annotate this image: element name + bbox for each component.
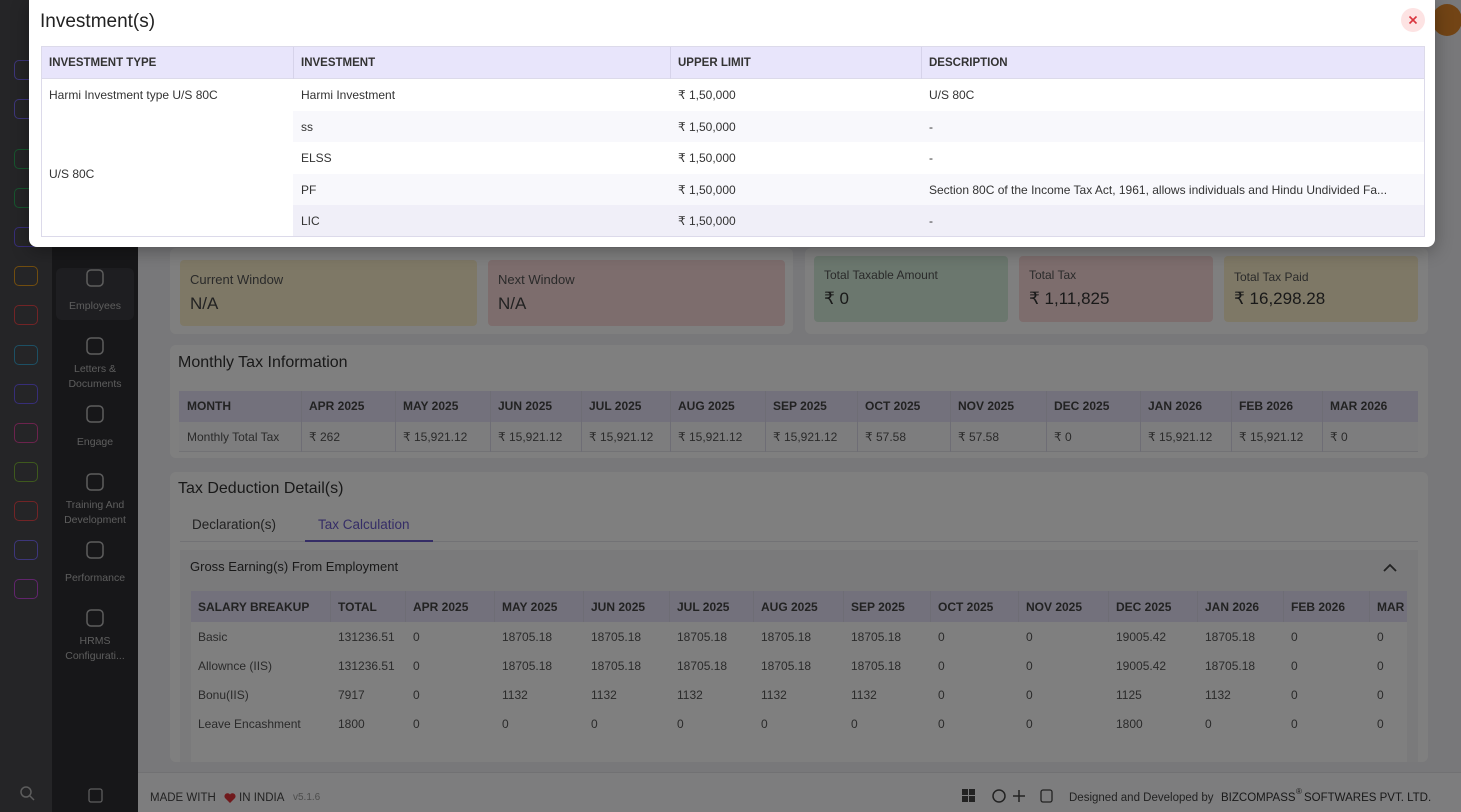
modal-title: Investment(s) [40, 11, 156, 32]
cell: - [929, 214, 933, 228]
col-divider [921, 47, 922, 79]
cell: PF [301, 182, 317, 197]
close-button[interactable] [1401, 8, 1425, 32]
col-divider [293, 47, 294, 79]
cell: Section 80C of the Income Tax Act, 1961,… [929, 182, 1388, 197]
table-row-bg [293, 173, 1424, 205]
cell: ₹ 1,50,000 [678, 119, 736, 134]
col-divider [670, 47, 671, 79]
table-row-bg [293, 205, 1424, 236]
col-header: UPPER LIMIT [678, 57, 751, 69]
cell: ELSS [301, 151, 332, 165]
cell: U/S 80C [49, 166, 95, 181]
investment-table: INVESTMENT TYPE INVESTMENT UPPER LIMIT DESC… [41, 46, 1425, 237]
cell: ₹ 1,50,000 [678, 182, 736, 197]
cell: Harmi Investment [301, 88, 396, 102]
table-row-bg [293, 110, 1424, 142]
cell: U/S 80C [929, 88, 975, 102]
table-row-bg [293, 79, 1424, 111]
cell: ₹ 1,50,000 [678, 88, 736, 102]
cell: ₹ 1,50,000 [678, 151, 736, 165]
cell: - [929, 151, 933, 165]
cell: Harmi Investment type U/S 80C [49, 87, 218, 102]
cell: - [929, 119, 933, 134]
table-row-bg [293, 142, 1424, 174]
cell: ₹ 1,50,000 [678, 214, 736, 228]
modal: Investment(s) INVESTMENT TYPE INVESTMENT UP… [29, 0, 1435, 247]
col-header: DESCRIPTION [929, 57, 1008, 69]
col-header: INVESTMENT [301, 57, 376, 69]
table-header-bg [42, 47, 1424, 79]
cell: ss [301, 119, 313, 134]
cell: LIC [301, 214, 320, 228]
col-header: INVESTMENT TYPE [49, 57, 157, 69]
close-icon [1408, 15, 1418, 25]
